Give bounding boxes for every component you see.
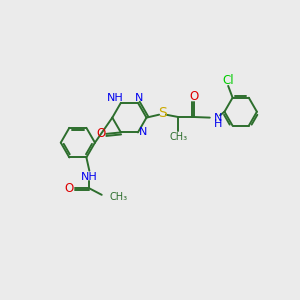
Text: N: N <box>135 92 144 103</box>
Text: N: N <box>214 112 223 123</box>
Text: Cl: Cl <box>222 74 234 86</box>
Text: O: O <box>64 182 74 195</box>
Text: NH: NH <box>81 172 98 182</box>
Text: O: O <box>96 128 106 140</box>
Text: CH₃: CH₃ <box>109 192 127 202</box>
Text: NH: NH <box>107 92 124 103</box>
Text: CH₃: CH₃ <box>169 132 187 142</box>
Text: H: H <box>214 119 223 129</box>
Text: N: N <box>139 128 147 137</box>
Text: S: S <box>158 106 167 120</box>
Text: O: O <box>190 90 199 103</box>
